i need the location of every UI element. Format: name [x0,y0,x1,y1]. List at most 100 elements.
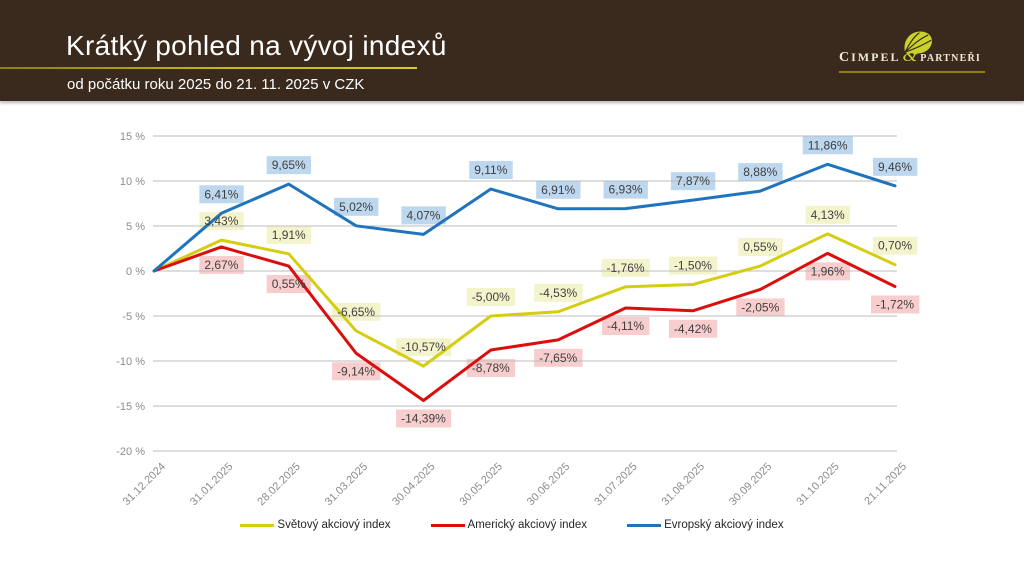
logo-cimpel: Cimpel [839,44,901,66]
x-tick-label: 30.09.2025 [727,461,774,508]
data-label: 9,46% [878,160,912,174]
x-tick-label: 31.08.2025 [660,461,707,508]
legend-swatch-evropsky [627,523,662,527]
x-tick-label: 31.10.2025 [794,461,841,508]
data-label: -4,11% [607,319,644,333]
data-label: -7,65% [539,351,577,365]
data-label: 7,87% [676,174,710,188]
data-label-backgrounds [199,136,920,428]
y-tick-label: 15 % [120,131,145,143]
data-label: -2,05% [741,300,779,314]
x-tick-label: 31.03.2025 [323,461,370,508]
page-title: Krátký pohled na vývoj indexů [66,30,447,61]
y-tick-label: -20 % [116,446,145,458]
leaf-icon [904,31,933,54]
data-label-bg [603,180,648,199]
data-label-bg [396,409,452,428]
data-label-bg [738,163,783,182]
data-label: -14,39% [401,412,446,426]
y-tick-label: 5 % [126,221,145,233]
x-tick-label: 21.11.2025 [862,461,909,508]
data-label-bg [466,288,516,306]
data-label-bg [601,316,650,335]
y-tick-label: 0 % [126,266,145,278]
legend-item-svetovy: Světový akciový index [240,519,391,531]
logo-underline [839,71,985,73]
x-tick-label: 31.12.2024 [121,461,168,508]
y-tick-label: 10 % [120,176,145,188]
index-performance-chart: 15 % 10 % 5 % 0 % -5 % -10 % -15 % -20 % 31.12.2… [116,131,920,508]
data-label-bg [738,238,783,257]
data-label: 6,93% [609,183,643,197]
logo-partneri: partneři [920,53,981,64]
data-label: 0,70% [878,239,912,253]
data-label: 4,07% [406,208,440,222]
data-label-bg [668,256,718,275]
series-line-americký [152,245,897,403]
data-label: 0,55% [272,277,306,291]
data-label: -10,57% [401,340,446,354]
x-tick-label: 30.04.2025 [390,461,437,508]
data-label: 8,88% [743,165,777,179]
data-label: 4,13% [811,208,845,222]
data-label: 9,65% [272,158,306,172]
data-label-bg [396,338,452,357]
data-label-bg [199,185,244,204]
series-lines [152,162,897,403]
data-label: 1,91% [272,228,306,242]
legend-label-evropsky: Evropský akciový index [664,519,784,531]
data-label-bg [534,283,583,302]
series-line-světový [152,232,897,368]
legend-label-svetovy: Světový akciový index [277,519,391,531]
data-label: 11,86% [808,138,848,152]
data-label: 9,11% [474,163,507,177]
data-label: 0,55% [743,240,777,254]
data-label: -5,00% [472,290,510,304]
data-label-bg [872,236,918,255]
data-label-texts: 3,43% 1,91% -6,65% -10,57% -5,00% -4,53% -1,76… [204,138,914,425]
company-logo: Cimpel & partneři [839,31,989,73]
y-tick-label: -5 % [122,311,145,323]
header: Krátký pohled na vývoj indexů od počátku… [0,0,1024,101]
x-tick-label: 31.07.2025 [592,461,639,508]
data-label: 2,67% [204,258,238,272]
data-label: -6,65% [337,305,375,319]
x-tick-label: 31.01.2025 [188,461,235,508]
data-label: -1,50% [674,259,712,273]
x-tick-label: 30.06.2025 [525,461,572,508]
data-label: 6,91% [541,183,575,197]
data-label: -9,14% [337,364,375,378]
chart-legend: Světový akciový index Americký akciový i… [0,519,1024,531]
data-label: 6,41% [204,187,238,201]
data-label: -4,42% [674,322,712,336]
data-label: -4,53% [539,286,577,300]
title-underline [0,67,417,69]
data-label-bg [534,348,583,367]
data-label-bg [334,197,379,216]
x-tick-label: 28.02.2025 [255,461,302,508]
data-label: 1,96% [811,264,845,278]
data-label: -1,76% [607,261,645,275]
legend-swatch-svetovy [240,523,275,527]
page-subtitle: od počátku roku 2025 do 21. 11. 2025 v C… [67,76,365,93]
legend-label-americky: Americký akciový index [467,519,588,531]
legend-swatch-americky [430,523,465,527]
data-label-bg [736,298,785,317]
data-label-bg [401,206,446,225]
data-label: -1,72% [876,297,914,311]
series-line-evropský [152,162,897,273]
data-label-bg [266,156,312,175]
data-label: 3,43% [204,214,238,228]
legend-item-evropsky: Evropský akciový index [627,519,784,531]
data-label-bg [870,295,920,314]
data-label-bg [536,180,581,199]
data-label-bg [601,258,650,277]
data-label: -8,78% [472,361,510,375]
data-label: 5,02% [339,200,373,214]
data-label-bg [469,161,513,180]
x-tick-label: 30.05.2025 [458,461,505,508]
data-label-bg [199,255,244,274]
legend-item-americky: Americký akciový index [430,519,588,531]
data-label-bg [802,136,853,155]
